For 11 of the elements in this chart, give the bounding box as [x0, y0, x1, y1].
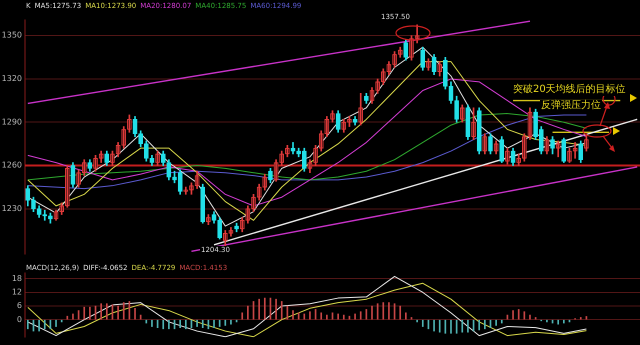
y-tick-label: 12 [12, 287, 22, 296]
annotation: 突破20天均线后的目标位 [512, 84, 627, 96]
y-tick-label: 18 [12, 274, 22, 283]
y-tick-label: 1290 [2, 117, 22, 126]
y-tick-label: 6 [16, 301, 22, 310]
y-tick-label: 0 [16, 314, 22, 324]
y-tick-label: 1260 [2, 160, 22, 170]
y-tick-label: 1350 [2, 30, 22, 40]
y-tick-label: 1230 [2, 204, 22, 213]
annotation: 反弹强压力位 [540, 100, 602, 112]
y-tick-label: 1320 [2, 74, 22, 84]
